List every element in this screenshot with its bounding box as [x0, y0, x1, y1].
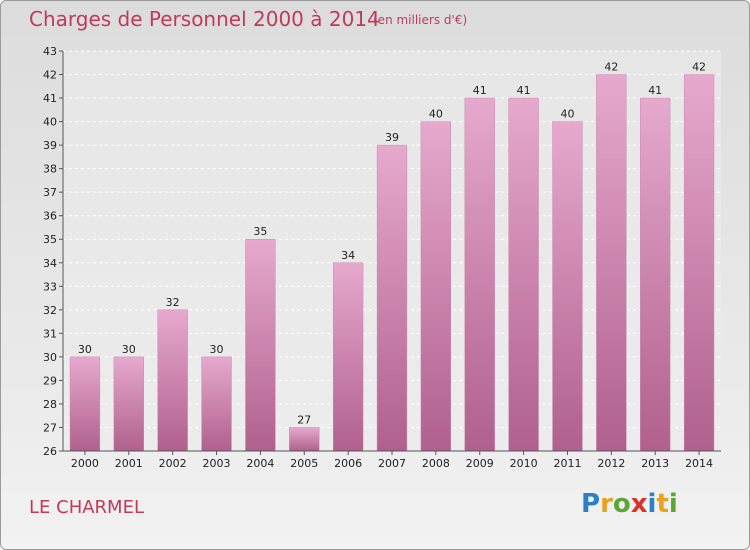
y-tick-label: 27	[43, 421, 57, 434]
x-tick-label-2011: 2011	[553, 457, 581, 470]
value-label-2014: 42	[692, 61, 706, 74]
chart-subtitle: (en milliers d'€)	[373, 13, 468, 27]
y-tick-label: 38	[43, 163, 57, 176]
logo-letter: o	[612, 489, 631, 519]
bar-2011	[552, 121, 583, 452]
bar-2003	[201, 356, 232, 452]
y-tick-label: 34	[43, 257, 57, 270]
x-tick-label-2012: 2012	[597, 457, 625, 470]
x-tick-label-2005: 2005	[290, 457, 318, 470]
y-tick-label: 40	[43, 116, 57, 129]
value-label-2012: 42	[604, 61, 618, 74]
x-tick-label-2002: 2002	[159, 457, 187, 470]
logo-letter: i	[668, 489, 678, 519]
x-tick-label-2004: 2004	[246, 457, 274, 470]
x-tick-label-2000: 2000	[71, 457, 99, 470]
value-label-2006: 34	[341, 249, 355, 262]
y-tick-label: 32	[43, 304, 57, 317]
value-label-2008: 40	[429, 108, 443, 121]
x-tick-label-2010: 2010	[510, 457, 538, 470]
bar-2006	[332, 262, 364, 452]
y-tick-label: 35	[43, 233, 57, 246]
bar-2002	[157, 309, 188, 452]
x-tick-label-2003: 2003	[203, 457, 231, 470]
bar-2005	[289, 427, 320, 452]
y-tick-label: 31	[43, 327, 57, 340]
value-label-2011: 40	[560, 108, 574, 121]
value-label-2002: 32	[166, 296, 180, 309]
value-label-2004: 35	[253, 225, 267, 238]
bars: 30 30 32 30 35 27 34 39 40 41 41 40 42 41 42	[69, 61, 715, 452]
bar-2004	[245, 238, 276, 452]
bar-2010	[508, 97, 539, 452]
axes: 26 27 28 29 30 31 32 33 34 35 36 37 38 39 40 41 42 43 2000…	[43, 45, 721, 470]
y-tick-label: 43	[43, 45, 57, 58]
y-tick-label: 29	[43, 374, 57, 387]
value-label-2013: 41	[648, 84, 662, 97]
bar-2008	[420, 121, 452, 452]
x-tick-label-2014: 2014	[685, 457, 713, 470]
x-tick-label-2006: 2006	[334, 457, 362, 470]
logo-letter: t	[656, 489, 669, 519]
value-label-2003: 30	[210, 343, 224, 356]
bar-2000	[69, 356, 101, 452]
bar-2013	[640, 97, 671, 452]
logo-letter: i	[647, 489, 657, 519]
bar-2014	[683, 74, 715, 452]
value-label-2007: 39	[385, 131, 399, 144]
bar-2012	[596, 74, 627, 452]
y-tick-label: 30	[43, 351, 57, 364]
value-label-2001: 30	[122, 343, 136, 356]
value-label-2005: 27	[297, 413, 311, 426]
x-tick-label-2008: 2008	[422, 457, 450, 470]
y-tick-label: 36	[43, 210, 57, 223]
chart-title: Charges de Personnel 2000 à 2014	[29, 7, 380, 31]
y-tick-label: 41	[43, 92, 57, 105]
x-tick-label-2007: 2007	[378, 457, 406, 470]
y-tick-label: 37	[43, 186, 57, 199]
logo-letter: r	[600, 489, 613, 519]
y-tick-label: 26	[43, 445, 57, 458]
value-label-2009: 41	[473, 84, 487, 97]
bar-2009	[464, 97, 495, 452]
x-tick-label-2013: 2013	[641, 457, 669, 470]
y-tick-label: 39	[43, 139, 57, 152]
bar-2007	[376, 144, 408, 452]
value-label-2000: 30	[78, 343, 92, 356]
value-label-2010: 41	[517, 84, 531, 97]
proxiti-logo: Proxiti	[581, 489, 678, 519]
bar-2001	[113, 356, 144, 452]
x-tick-label-2001: 2001	[115, 457, 143, 470]
logo-letter: P	[581, 489, 601, 519]
logo-letter: x	[630, 489, 648, 519]
commune-name: LE CHARMEL	[29, 497, 144, 518]
y-tick-label: 42	[43, 69, 57, 82]
y-tick-label: 33	[43, 280, 57, 293]
x-tick-label-2009: 2009	[466, 457, 494, 470]
y-tick-label: 28	[43, 398, 57, 411]
